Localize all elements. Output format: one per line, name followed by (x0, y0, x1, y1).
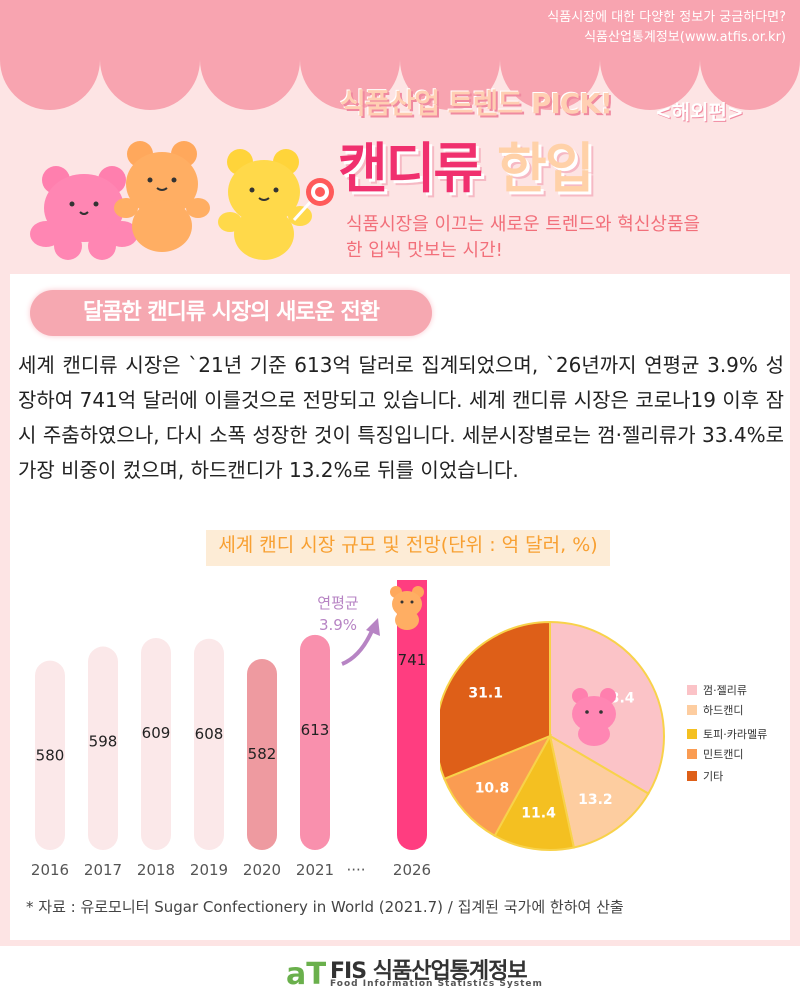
growth-value: 3.9% (319, 616, 357, 634)
bar-chart: 580 2016 598 2017 609 2018 608 2019 582 2020 613 20… (31, 580, 431, 879)
legend-label-3: 민트캔디 (703, 748, 743, 761)
bar-2020 (247, 659, 277, 850)
pink-bear-pie-icon (572, 688, 616, 746)
bar-category-label-2019: 2019 (190, 861, 228, 879)
bar-value-label-2016: 580 (36, 747, 65, 765)
orange-bear-icon (114, 141, 210, 252)
pie-slice-1 (548, 733, 650, 849)
header-info: 식품시장에 대한 다양한 정보가 궁금하다면? 식품산업통계정보(www.atf… (547, 8, 786, 48)
main-title: 캔디류 한입 (338, 124, 594, 203)
pink-bear-icon (30, 166, 138, 260)
pie-value-label-2: 11.4 (521, 806, 556, 822)
growth-arrowhead-icon (366, 618, 380, 636)
axis-ellipsis: ···· (346, 861, 365, 879)
pie-chart: 33.413.211.410.831.1 껌·젤리류하드캔디토피·카라멜류민트캔… (440, 620, 767, 851)
header-scallop-background (0, 0, 800, 110)
pie-slice-2 (493, 733, 576, 851)
bar-2017 (88, 646, 118, 850)
legend-label-0: 껌·젤리류 (703, 684, 747, 697)
bar-category-label-2021: 2021 (296, 861, 334, 879)
legend-label-4: 기타 (703, 770, 723, 783)
main-title-b: 한입 (497, 137, 594, 200)
pie-value-label-3: 10.8 (475, 780, 510, 796)
footer (0, 946, 800, 1000)
trend-subtitle: <해외편> (655, 100, 744, 124)
header-desc-line2: 한 입씩 맛보는 시간! (346, 240, 503, 261)
growth-annotation: 연평균 3.9% (317, 594, 380, 666)
bar-2019 (194, 638, 224, 850)
bar-2018 (141, 637, 171, 850)
bar-value-label-2017: 598 (89, 733, 118, 751)
bar-value-label-2021: 613 (301, 721, 330, 739)
main-title-a: 캔디류 (338, 137, 483, 200)
chart-title: 세계 캔디 시장 규모 및 전망(단위 : 억 달러, %) (206, 530, 610, 566)
header-info-line1: 식품시장에 대한 다양한 정보가 궁금하다면? (547, 10, 786, 25)
footer-name: FIS 식품산업통계정보 (330, 959, 528, 984)
legend-swatch-1 (687, 705, 697, 715)
legend-label-1: 하드캔디 (703, 703, 743, 717)
legend-swatch-4 (687, 771, 697, 781)
bar-category-label-2017: 2017 (84, 861, 122, 879)
bar-2016 (35, 660, 65, 850)
bar-2021 (300, 634, 330, 850)
legend-swatch-3 (687, 749, 697, 759)
bar-value-label-2018: 609 (142, 724, 171, 742)
legend-label-2: 토피·카라멜류 (703, 728, 767, 741)
bar-category-label-2026: 2026 (393, 861, 431, 879)
small-orange-bear-icon (390, 586, 424, 630)
bar-category-label-2016: 2016 (31, 861, 69, 879)
header-desc-line1: 식품시장을 이끄는 새로운 트렌드와 혁신상품을 (346, 214, 701, 235)
pie-value-label-4: 31.1 (468, 686, 503, 702)
header-description: 식품시장을 이끄는 새로운 트렌드와 혁신상품을 한 입씩 맛보는 시간! (346, 212, 700, 264)
growth-label: 연평균 (317, 594, 359, 612)
legend-swatch-2 (687, 729, 697, 739)
footnote-source: * 자료 : 유로모니터 Sugar Confectionery in Worl… (26, 898, 624, 916)
gummy-bears-illustration (30, 141, 334, 260)
bar-value-label-2026: 741 (398, 651, 427, 669)
bar-category-label-2018: 2018 (137, 861, 175, 879)
bar-value-label-2019: 608 (195, 725, 224, 743)
bar-2026 (397, 580, 427, 850)
footer-logo-text: aT (286, 957, 326, 992)
yellow-bear-icon (218, 149, 312, 260)
at-logo-icon: aT (286, 957, 326, 992)
pie-slice-3 (443, 734, 553, 838)
section-title: 달콤한 캔디류 시장의 새로운 전환 (30, 290, 432, 336)
bar-category-label-2020: 2020 (243, 861, 281, 879)
footer-subtitle: Food Information Statistics System (330, 979, 543, 989)
pie-value-label-1: 13.2 (578, 792, 613, 808)
lollipop-icon (292, 178, 334, 222)
header-info-line2: 식품산업통계정보(www.atfis.or.kr) (584, 30, 786, 45)
section-body: 세계 캔디류 시장은 `21년 기준 613억 달러로 집계되었으며, `26년… (18, 353, 784, 482)
trend-title: 식품산업 트렌드 PICK! (340, 87, 613, 120)
bar-value-label-2020: 582 (248, 745, 277, 763)
legend-swatch-0 (687, 685, 697, 695)
pie-slice-4 (440, 620, 551, 781)
